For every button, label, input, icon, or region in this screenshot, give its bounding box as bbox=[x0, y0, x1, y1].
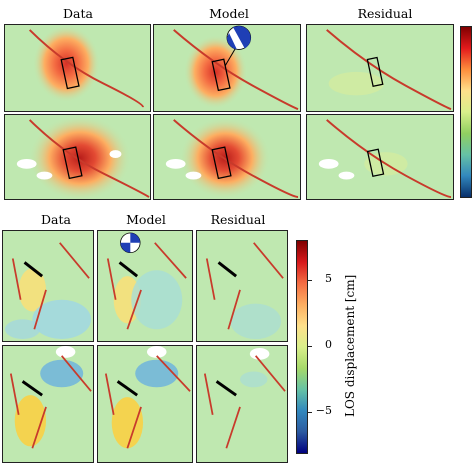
fault-model-line bbox=[23, 261, 44, 278]
fault-line bbox=[104, 373, 115, 415]
fault-line bbox=[154, 242, 187, 279]
top-title-data: Data bbox=[63, 6, 93, 21]
fault-line bbox=[255, 355, 286, 392]
fault-model-box bbox=[60, 56, 80, 90]
bottom-residual-panel-2 bbox=[196, 345, 288, 463]
fault-model-line bbox=[21, 380, 43, 397]
colorbar-tick-0 bbox=[308, 346, 312, 347]
fault-line bbox=[205, 258, 216, 300]
fault-line bbox=[61, 355, 92, 392]
focal-mechanism-icon bbox=[120, 232, 141, 253]
fault-line bbox=[203, 373, 214, 415]
top-residual-panel-1 bbox=[306, 24, 454, 112]
top-residual-panel-2 bbox=[306, 114, 454, 200]
top-data-panel-2 bbox=[4, 114, 151, 200]
bottom-data-panel-2 bbox=[2, 345, 94, 463]
fault-line bbox=[227, 289, 241, 330]
bottom-model-panel-1 bbox=[97, 230, 193, 342]
bottom-title-model: Model bbox=[126, 212, 166, 227]
bottom-title-residual: Residual bbox=[210, 212, 266, 227]
top-colorbar bbox=[460, 26, 472, 198]
top-title-residual: Residual bbox=[357, 6, 413, 21]
top-model-panel-2 bbox=[153, 114, 301, 200]
fault-line bbox=[156, 355, 191, 392]
fault-line bbox=[28, 29, 145, 108]
colorbar-tick-label-0: 0 bbox=[325, 338, 332, 351]
bottom-colorbar bbox=[296, 240, 308, 454]
fault-line bbox=[326, 29, 452, 110]
fault-line bbox=[225, 406, 241, 449]
fault-model-box bbox=[366, 148, 385, 178]
colorbar-tick-5 bbox=[308, 280, 312, 281]
colorbar-tick-neg5 bbox=[308, 412, 312, 413]
fault-line bbox=[33, 289, 47, 330]
fault-line bbox=[326, 119, 452, 199]
bottom-model-panel-2 bbox=[97, 345, 193, 463]
top-model-panel-1 bbox=[153, 24, 301, 112]
fault-line bbox=[59, 242, 90, 279]
focal-mechanism-icon bbox=[226, 25, 252, 50]
bottom-title-data: Data bbox=[41, 212, 71, 227]
fault-line bbox=[31, 406, 47, 449]
fault-model-box bbox=[211, 58, 231, 92]
top-data-panel-1 bbox=[4, 24, 151, 112]
fault-line bbox=[126, 289, 142, 330]
bottom-residual-panel-1 bbox=[196, 230, 288, 342]
fault-model-line bbox=[215, 380, 237, 397]
fault-model-box bbox=[62, 146, 83, 180]
fault-model-line bbox=[217, 261, 238, 278]
fault-line bbox=[253, 242, 284, 279]
fault-model-box bbox=[211, 146, 232, 180]
colorbar-label: LOS displacement [cm] bbox=[343, 274, 357, 417]
fault-line bbox=[126, 406, 142, 449]
fault-line bbox=[173, 29, 299, 110]
fault-model-box bbox=[366, 56, 384, 88]
bottom-data-panel-1 bbox=[2, 230, 94, 342]
fault-model-line bbox=[118, 261, 139, 278]
fault-model-line bbox=[116, 380, 139, 397]
top-title-model: Model bbox=[209, 6, 249, 21]
fault-line bbox=[28, 119, 150, 198]
colorbar-tick-label-5: 5 bbox=[325, 272, 332, 285]
colorbar-tick-label-neg5: −5 bbox=[315, 404, 332, 417]
fault-line bbox=[106, 258, 117, 300]
fault-line bbox=[11, 258, 22, 300]
fault-line bbox=[9, 373, 20, 415]
fault-line bbox=[173, 119, 299, 199]
